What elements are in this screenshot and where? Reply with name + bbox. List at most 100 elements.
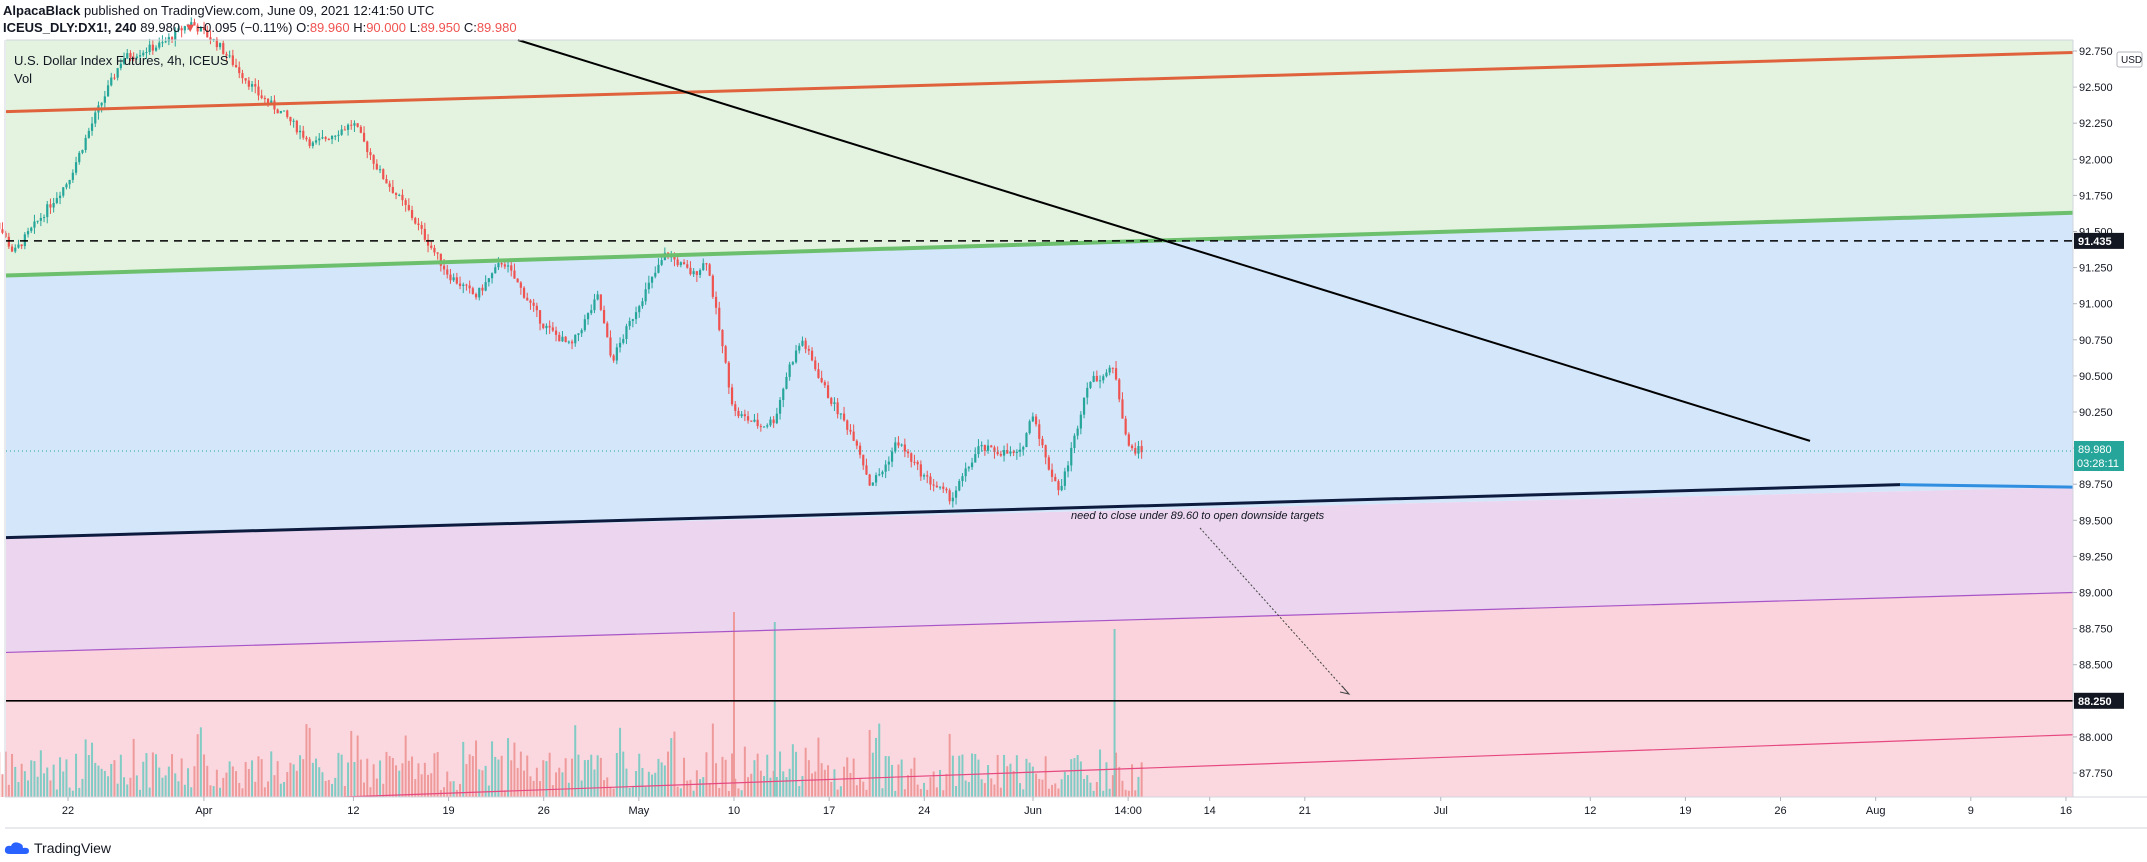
- candle-body-340: [1073, 435, 1076, 448]
- volume-bar-239: [750, 773, 753, 797]
- y-tick-label-7: 91.000: [2079, 299, 2113, 311]
- volume-bars: [0, 612, 1143, 797]
- tradingview-logo[interactable]: TradingView: [4, 840, 111, 856]
- candle-body-305: [961, 476, 964, 482]
- candle-body-100: [305, 137, 308, 140]
- candle-body-310: [977, 446, 980, 455]
- candle-body-333: [1050, 469, 1054, 477]
- volume-bar-13: [27, 780, 30, 797]
- volume-bar-180: [561, 772, 564, 797]
- volume-bar-221: [692, 790, 695, 797]
- volume-bar-116: [356, 735, 359, 797]
- candle-body-357: [1127, 434, 1130, 446]
- volume-bar-138: [427, 774, 430, 797]
- volume-bar-61: [180, 758, 183, 797]
- volume-bar-322: [1015, 755, 1018, 797]
- candle-body-95: [289, 116, 292, 122]
- volume-bar-37: [103, 770, 106, 797]
- volume-bar-112: [343, 786, 346, 797]
- candle-body-297: [935, 485, 938, 488]
- candle-body-98: [298, 130, 302, 133]
- volume-bar-153: [475, 740, 478, 797]
- candle-body-334: [1054, 476, 1057, 482]
- candle-body-111: [340, 129, 343, 135]
- volume-bar-177: [551, 785, 554, 797]
- candle-body-156: [484, 282, 487, 291]
- candle-body-257: [807, 349, 810, 351]
- candle-body-57: [167, 37, 170, 42]
- volume-bar-274: [862, 781, 865, 797]
- candle-body-136: [420, 225, 423, 229]
- candle-body-143: [442, 265, 446, 270]
- volume-bar-276: [868, 729, 871, 797]
- volume-bar-189: [590, 754, 593, 797]
- y-tick-label-1: 92.500: [2079, 82, 2113, 94]
- candle-body-121: [372, 155, 375, 164]
- currency-box: [2116, 51, 2143, 68]
- volume-bar-241: [756, 753, 759, 797]
- volume-bar-313: [987, 765, 990, 797]
- candle-body-344: [1086, 387, 1089, 398]
- volume-bar-80: [241, 788, 244, 797]
- author-name[interactable]: AlpacaBlack: [3, 3, 81, 18]
- candle-body-188: [586, 313, 590, 320]
- candle-body-180: [561, 336, 564, 342]
- volume-bar-75: [225, 772, 228, 797]
- candle-body-135: [417, 223, 420, 226]
- volume-bar-334: [1054, 783, 1057, 797]
- level-tag-1: [2074, 692, 2124, 709]
- candle-body-318: [1002, 450, 1006, 456]
- volume-bar-263: [827, 765, 830, 797]
- volume-bar-82: [247, 769, 250, 797]
- volume-bar-238: [747, 777, 750, 797]
- candle-body-292: [919, 464, 922, 477]
- candle-body-184: [574, 334, 577, 344]
- volume-bar-96: [292, 764, 295, 797]
- volume-bar-255: [801, 775, 804, 797]
- volume-bar-134: [414, 779, 417, 797]
- volume-bar-151: [468, 754, 471, 797]
- volume-bar-311: [980, 779, 983, 797]
- volume-bar-226: [708, 782, 711, 797]
- volume-bar-232: [727, 790, 730, 797]
- volume-bar-317: [999, 787, 1002, 797]
- volume-bar-23: [59, 757, 62, 797]
- volume-bar-215: [673, 731, 676, 797]
- candle-body-345: [1089, 381, 1092, 388]
- candle-body-262: [823, 382, 826, 386]
- volume-bar-202: [631, 785, 634, 797]
- candle-body-80: [241, 73, 244, 79]
- x-tick-label-3: 19: [442, 805, 454, 817]
- candle-body-132: [407, 204, 410, 210]
- volume-bar-358: [1131, 764, 1134, 797]
- volume-bar-184: [574, 725, 577, 797]
- candle-body-183: [570, 341, 574, 344]
- candle-body-58: [170, 37, 174, 41]
- candle-body-339: [1070, 447, 1073, 466]
- y-tick-label-2: 92.250: [2079, 118, 2113, 130]
- volume-bar-169: [526, 755, 529, 797]
- candle-body-86: [260, 95, 263, 99]
- price-axis-bg: [2073, 0, 2147, 862]
- candle-body-39: [110, 77, 113, 86]
- volume-bar-314: [990, 778, 993, 797]
- volume-bar-213: [667, 751, 670, 797]
- candle-body-34: [94, 112, 97, 124]
- volume-bar-14: [30, 760, 33, 797]
- candle-body-319: [1006, 450, 1009, 454]
- candle-body-204: [638, 306, 641, 313]
- candle-body-228: [714, 296, 718, 308]
- volume-bar-269: [846, 757, 849, 797]
- candle-body-104: [318, 138, 321, 141]
- candle-body-96: [292, 120, 295, 122]
- volume-bar-135: [417, 763, 420, 797]
- candle-body-145: [449, 274, 452, 281]
- volume-bar-122: [375, 778, 378, 797]
- volume-bar-87: [263, 787, 266, 797]
- volume-bar-212: [663, 765, 666, 797]
- candle-body-246: [772, 419, 775, 424]
- candle-body-44: [126, 53, 129, 59]
- volume-bar-264: [830, 781, 833, 797]
- volume-bar-219: [686, 780, 689, 797]
